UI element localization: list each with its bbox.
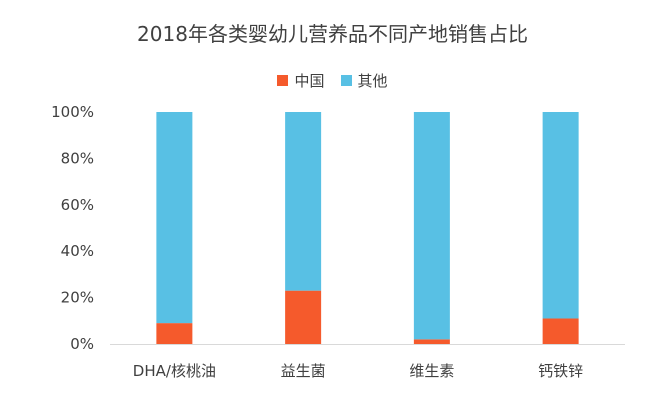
x-tick-label: DHA/核桃油 — [133, 362, 216, 380]
legend-swatch-other — [340, 75, 352, 86]
bar-other — [542, 112, 579, 319]
x-tick-label: 维生素 — [409, 362, 454, 380]
bar-china — [156, 323, 193, 344]
y-tick-label: 100% — [51, 103, 94, 121]
y-tick-label: 80% — [61, 149, 94, 167]
bar-other — [285, 112, 322, 291]
bar-other — [156, 112, 193, 324]
legend-label-other: 其他 — [357, 72, 388, 90]
bar-china — [542, 318, 579, 344]
bar-other — [413, 112, 450, 340]
bar-china — [285, 290, 322, 344]
y-tick-label: 20% — [61, 289, 94, 307]
legend-item-other: 其他 — [340, 70, 388, 91]
legend-item-china: 中国 — [277, 70, 325, 91]
y-tick-label: 0% — [70, 335, 94, 353]
x-tick-label: 益生菌 — [281, 362, 326, 380]
bar-china — [413, 339, 450, 344]
y-tick-label: 60% — [61, 196, 94, 214]
legend-label-china: 中国 — [294, 72, 325, 90]
y-tick-label: 40% — [61, 242, 94, 260]
chart-title: 2018年各类婴幼儿营养品不同产地销售占比 — [137, 22, 528, 46]
legend-swatch-china — [277, 75, 289, 86]
x-tick-label: 钙铁锌 — [538, 362, 583, 380]
legend: 中国 其他 — [0, 70, 665, 91]
